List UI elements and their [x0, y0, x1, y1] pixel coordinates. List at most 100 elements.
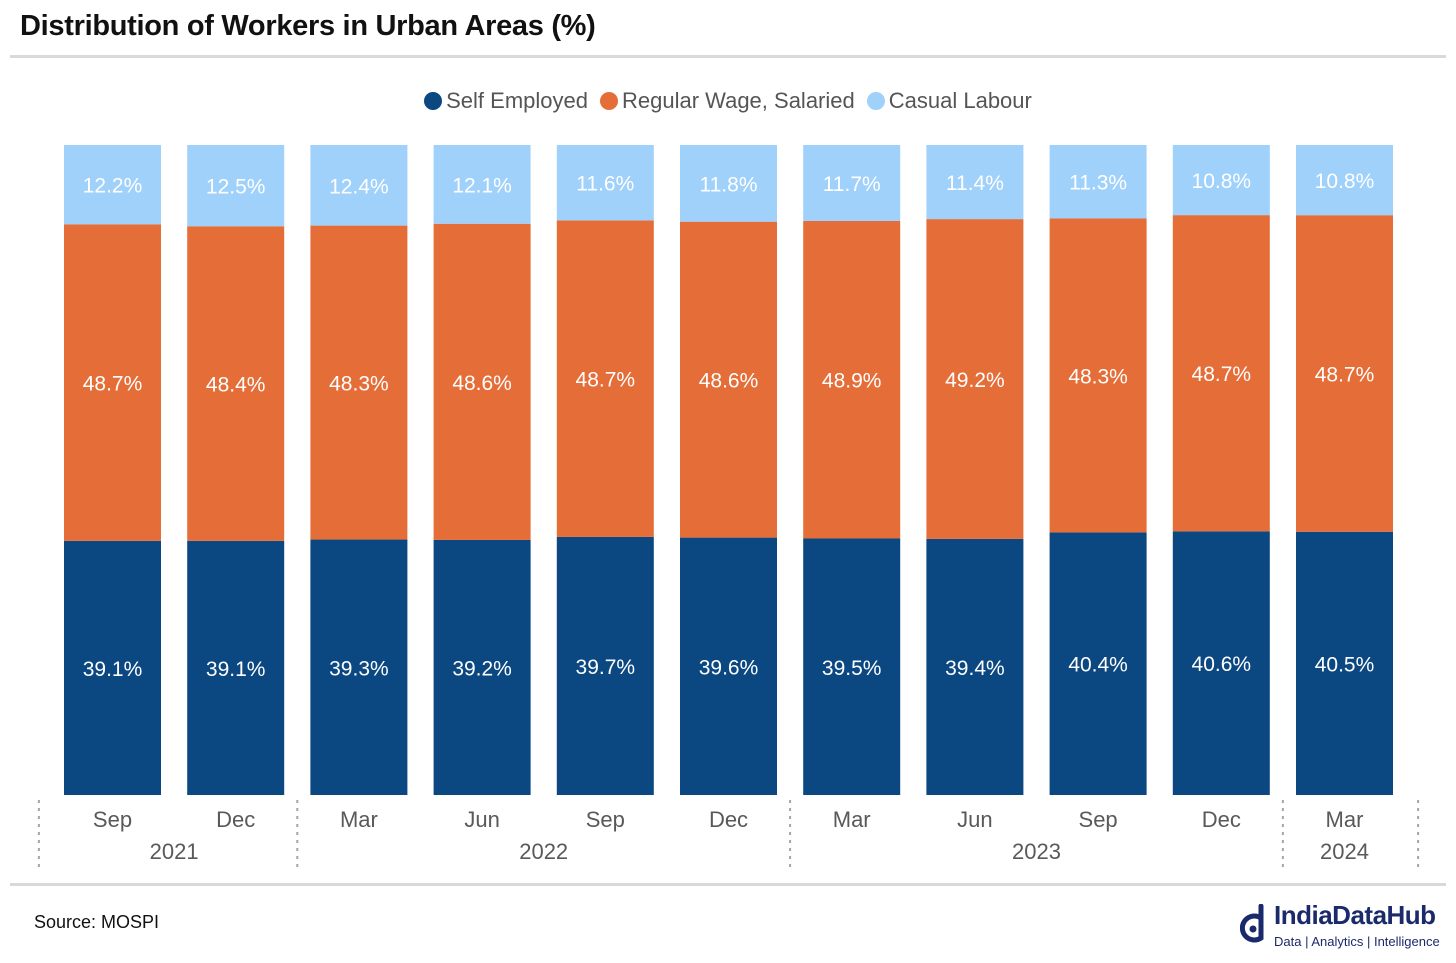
legend-swatch-casual-labour [866, 92, 885, 110]
x-tick-label: Jun [957, 807, 992, 832]
chart-legend: Self Employed Regular Wage, Salaried Cas… [0, 88, 1456, 114]
bar-segment-casual-labour [1049, 145, 1147, 219]
x-tick-label: Mar [340, 807, 378, 832]
bar-segment-self-employed [433, 539, 531, 795]
year-group-label: 2024 [1320, 839, 1369, 864]
top-divider [10, 55, 1446, 58]
data-label: 39.1% [206, 658, 266, 681]
stacked-bar-chart: 39.1% 48.7% 12.2% Sep 39.1% 48.4% 12.5% Dec 39.3… [37, 145, 1420, 872]
data-label: 49.2% [945, 369, 1005, 392]
bar-segment-regular-wage-salaried [64, 224, 161, 541]
bar-segment-regular-wage-salaried [433, 223, 531, 540]
data-label: 40.6% [1192, 653, 1252, 676]
data-label: 48.3% [329, 373, 389, 396]
bar-segment-regular-wage-salaried [1172, 215, 1270, 532]
data-label: 48.7% [1315, 363, 1375, 386]
data-label: 39.3% [329, 657, 389, 680]
legend-swatch-self-employed [424, 92, 443, 110]
year-group-label: 2023 [1012, 839, 1061, 864]
data-label: 10.8% [1192, 170, 1252, 193]
bar-segment-casual-labour [1296, 145, 1393, 216]
bar-segment-self-employed [1296, 531, 1393, 795]
x-tick-label: Dec [1202, 807, 1241, 832]
data-label: 39.6% [699, 656, 759, 679]
data-label: 40.5% [1315, 653, 1375, 676]
bar-segment-self-employed [680, 537, 777, 795]
chart-title: Distribution of Workers in Urban Areas (… [20, 10, 596, 42]
data-label: 48.9% [822, 370, 882, 393]
data-label: 39.7% [576, 656, 636, 679]
bar-segment-self-employed [926, 538, 1024, 795]
bar-segment-regular-wage-salaried [187, 226, 285, 541]
bar-segment-self-employed [803, 538, 901, 795]
bar-segment-self-employed [1172, 531, 1270, 795]
bar-segment-self-employed [187, 540, 285, 795]
bar-segment-casual-labour [310, 145, 408, 226]
brand-name: IndiaDataHub [1274, 900, 1436, 930]
x-tick-label: Dec [709, 807, 748, 832]
data-label: 39.5% [822, 657, 882, 680]
bottom-divider [10, 883, 1446, 886]
bar-segment-casual-labour [926, 145, 1024, 220]
brand-tagline: Data | Analytics | Intelligence [1274, 934, 1440, 949]
bar-segment-self-employed [1049, 532, 1147, 795]
bar-segment-regular-wage-salaried [1049, 218, 1147, 533]
data-label: 48.6% [699, 370, 759, 393]
bar-segment-casual-labour [556, 145, 654, 221]
data-label: 12.2% [83, 175, 143, 198]
data-label: 39.2% [452, 657, 512, 680]
legend-label-regular-wage: Regular Wage, Salaried [621, 88, 855, 113]
legend-label-self-employed: Self Employed [446, 88, 588, 113]
data-label: 11.6% [576, 173, 634, 196]
data-label: 11.3% [1069, 172, 1127, 195]
data-label: 11.8% [700, 173, 758, 196]
legend-label-casual-labour: Casual Labour [888, 88, 1032, 113]
legend-item-casual-labour: Casual Labour [866, 88, 1032, 114]
x-tick-label: Jun [464, 807, 499, 832]
bar-segment-regular-wage-salaried [1296, 215, 1393, 532]
brand-logo: IndiaDataHub Data | Analytics | Intellig… [1240, 900, 1450, 958]
data-label: 48.6% [452, 372, 512, 395]
data-label: 48.7% [576, 369, 636, 392]
data-label: 48.7% [1192, 363, 1252, 386]
bar-segment-self-employed [310, 539, 408, 795]
legend-item-regular-wage: Regular Wage, Salaried [599, 88, 855, 114]
bar-segment-regular-wage-salaried [680, 221, 777, 538]
x-tick-label: Dec [216, 807, 255, 832]
year-group-label: 2022 [519, 839, 568, 864]
data-label: 39.4% [945, 657, 1005, 680]
bar-segment-self-employed [64, 540, 161, 795]
bar-segment-casual-labour [64, 145, 161, 225]
x-tick-label: Mar [1326, 807, 1364, 832]
data-label: 12.5% [206, 176, 266, 199]
data-label: 48.7% [83, 373, 143, 396]
year-group-label: 2021 [150, 839, 199, 864]
data-label: 40.4% [1068, 654, 1128, 677]
bar-segment-casual-labour [433, 145, 531, 224]
source-note: Source: MOSPI [34, 912, 160, 932]
bar-segment-self-employed [556, 536, 654, 795]
x-tick-label: Sep [93, 807, 132, 832]
bar-segment-casual-labour [1172, 145, 1270, 216]
x-tick-label: Sep [586, 807, 625, 832]
data-label: 11.4% [946, 172, 1004, 195]
data-label: 39.1% [83, 658, 143, 681]
bar-segment-casual-labour [803, 145, 901, 221]
x-tick-label: Mar [833, 807, 871, 832]
brand-mark-icon [1240, 904, 1264, 943]
data-label: 48.4% [206, 374, 266, 397]
data-label: 48.3% [1068, 365, 1128, 388]
bar-segment-regular-wage-salaried [926, 219, 1024, 539]
bar-segment-casual-labour [680, 145, 777, 222]
x-tick-label: Sep [1079, 807, 1118, 832]
legend-item-self-employed: Self Employed [424, 88, 588, 114]
bar-segment-casual-labour [187, 145, 285, 227]
bar-segment-regular-wage-salaried [803, 220, 901, 539]
legend-swatch-regular-wage [599, 92, 618, 110]
bar-segment-regular-wage-salaried [556, 220, 654, 537]
data-label: 12.4% [329, 175, 389, 198]
data-label: 11.7% [823, 173, 881, 196]
data-label: 10.8% [1315, 170, 1375, 193]
bar-segment-regular-wage-salaried [310, 225, 408, 540]
data-label: 12.1% [452, 174, 512, 197]
